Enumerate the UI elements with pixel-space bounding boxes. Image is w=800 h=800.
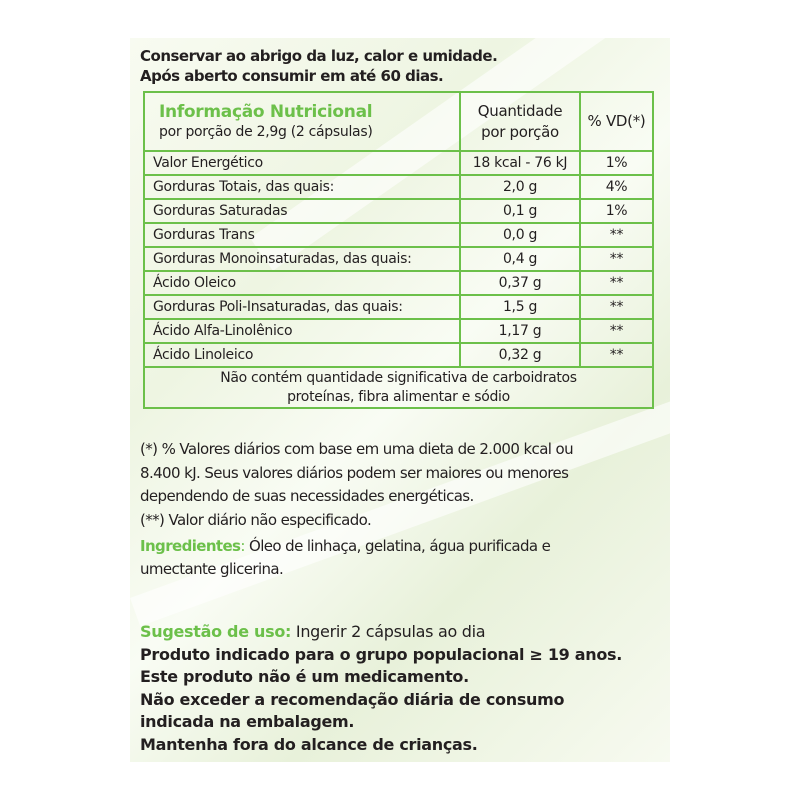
nutrient-vd: ** bbox=[579, 294, 654, 320]
nutrient-qty: 0,32 g bbox=[459, 342, 581, 368]
footnote-line: (**) Valor diário não especificado. bbox=[140, 510, 372, 529]
vd-header: % VD(*) bbox=[579, 91, 654, 152]
ingredients: Ingredientes: Óleo de linhaça, gelatina,… bbox=[140, 535, 551, 581]
nutrient-vd: 1% bbox=[579, 150, 654, 176]
nutrient-qty: 0,0 g bbox=[459, 222, 581, 248]
footnote-line: dependendo de suas necessidades energéti… bbox=[140, 487, 474, 505]
nutrient-name: Gorduras Trans bbox=[143, 222, 461, 248]
usage-label: Sugestão de uso: bbox=[140, 622, 292, 641]
nutrient-vd: ** bbox=[579, 246, 654, 272]
nutrient-vd: ** bbox=[579, 222, 654, 248]
nutrient-name: Valor Energético bbox=[143, 150, 461, 176]
table-row: Gorduras Saturadas 0,1 g 1% bbox=[143, 198, 654, 224]
ingredients-sep: : bbox=[240, 537, 249, 555]
nutrient-vd: ** bbox=[579, 318, 654, 344]
nutrient-name: Gorduras Saturadas bbox=[143, 198, 461, 224]
serving-size: por porção de 2,9g (2 cápsulas) bbox=[159, 123, 373, 140]
nutrient-vd: 4% bbox=[579, 174, 654, 200]
nutrient-qty: 18 kcal - 76 kJ bbox=[459, 150, 581, 176]
storage-line: Conservar ao abrigo da luz, calor e umid… bbox=[140, 47, 498, 65]
nutrient-qty: 1,17 g bbox=[459, 318, 581, 344]
warning-line: Mantenha fora do alcance de crianças. bbox=[140, 734, 478, 754]
table-footer: Não contém quantidade significativa de c… bbox=[143, 366, 654, 409]
table-row: Gorduras Totais, das quais: 2,0 g 4% bbox=[143, 174, 654, 200]
footnotes: (*) % Valores diários com base em uma di… bbox=[140, 438, 574, 532]
storage-instructions: Conservar ao abrigo da luz, calor e umid… bbox=[140, 46, 498, 86]
nutrient-vd: ** bbox=[579, 270, 654, 296]
nutrient-name: Gorduras Totais, das quais: bbox=[143, 174, 461, 200]
nutrient-qty: 1,5 g bbox=[459, 294, 581, 320]
table-row: Ácido Linoleico 0,32 g ** bbox=[143, 342, 654, 368]
nutrient-qty: 0,1 g bbox=[459, 198, 581, 224]
nutrient-qty: 0,4 g bbox=[459, 246, 581, 272]
nutrient-qty: 0,37 g bbox=[459, 270, 581, 296]
table-row: Gorduras Monoinsaturadas, das quais: 0,4 … bbox=[143, 246, 654, 272]
ingredients-label: Ingredientes bbox=[140, 537, 241, 555]
table-title: Informação Nutricional bbox=[159, 101, 373, 122]
warning-line: Não exceder a recomendação diária de con… bbox=[140, 689, 565, 709]
footer-line: proteínas, fibra alimentar e sódio bbox=[287, 388, 510, 405]
storage-line: Após aberto consumir em até 60 dias. bbox=[140, 67, 444, 85]
footer-line: Não contém quantidade significativa de c… bbox=[220, 369, 577, 386]
table-header: Informação Nutricional por porção de 2,9… bbox=[143, 91, 654, 152]
warning-line: Produto indicado para o grupo populacion… bbox=[140, 644, 623, 664]
qty-header-2: por porção bbox=[481, 122, 559, 141]
ingredients-text-2: umectante glicerina. bbox=[140, 560, 284, 578]
ingredients-text: Óleo de linhaça, gelatina, água purifica… bbox=[249, 537, 551, 555]
footnote-line: (*) % Valores diários com base em uma di… bbox=[140, 440, 574, 458]
nutrient-vd: 1% bbox=[579, 198, 654, 224]
table-row: Ácido Oleico 0,37 g ** bbox=[143, 270, 654, 296]
nutrient-name: Gorduras Monoinsaturadas, das quais: bbox=[143, 246, 461, 272]
table-row: Valor Energético 18 kcal - 76 kJ 1% bbox=[143, 150, 654, 176]
nutrient-name: Ácido Linoleico bbox=[143, 342, 461, 368]
usage: Sugestão de uso: Ingerir 2 cápsulas ao d… bbox=[140, 621, 622, 756]
table-row: Gorduras Poli-Insaturadas, das quais: 1,5… bbox=[143, 294, 654, 320]
nutrient-vd: ** bbox=[579, 342, 654, 368]
nutrient-qty: 2,0 g bbox=[459, 174, 581, 200]
footnote-line: 8.400 kJ. Seus valores diários podem ser… bbox=[140, 463, 569, 482]
usage-text: Ingerir 2 cápsulas ao dia bbox=[291, 622, 486, 641]
table-row: Gorduras Trans 0,0 g ** bbox=[143, 222, 654, 248]
nutrient-name: Gorduras Poli-Insaturadas, das quais: bbox=[143, 294, 461, 320]
table-row: Ácido Alfa-Linolênico 1,17 g ** bbox=[143, 318, 654, 344]
qty-header: Quantidade bbox=[477, 101, 563, 120]
warning-line: Este produto não é um medicamento. bbox=[140, 667, 469, 686]
nutrient-name: Ácido Oleico bbox=[143, 270, 461, 296]
nutrient-name: Ácido Alfa-Linolênico bbox=[143, 318, 461, 344]
warning-line: indicada na embalagem. bbox=[140, 712, 355, 731]
nutrition-table: Informação Nutricional por porção de 2,9… bbox=[143, 91, 654, 409]
